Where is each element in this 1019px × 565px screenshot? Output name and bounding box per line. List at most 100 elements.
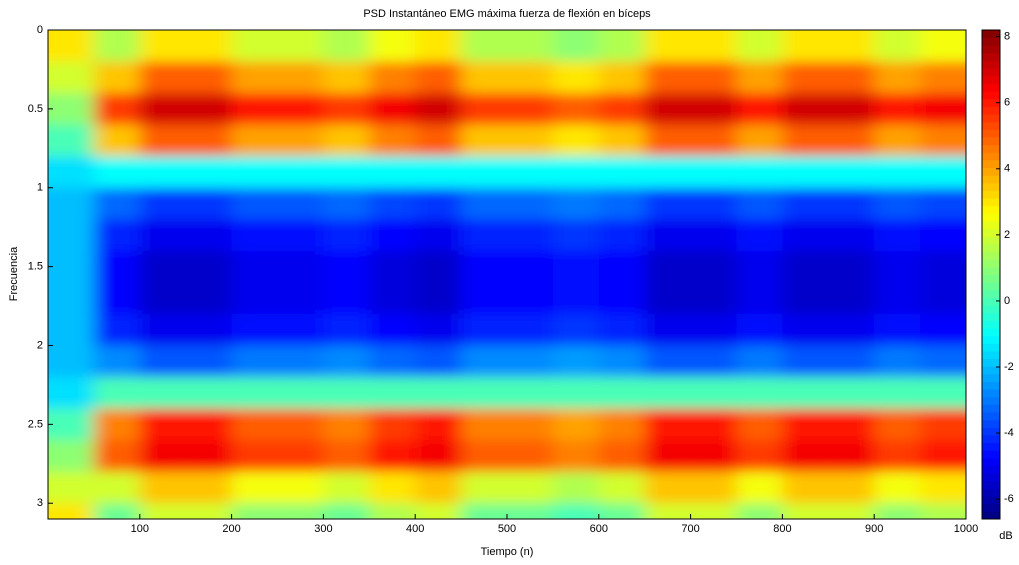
heatmap-cell — [277, 93, 325, 126]
colorbar-swatch — [982, 221, 1000, 230]
heatmap-cell — [736, 187, 784, 221]
heatmap-cell — [644, 124, 692, 158]
heatmap-cell — [369, 156, 417, 189]
y-tick-label: 1.5 — [28, 261, 43, 273]
heatmap-cell — [93, 61, 141, 95]
heatmap-cell — [185, 471, 233, 505]
heatmap-cell — [277, 187, 325, 221]
heatmap-cell — [782, 124, 830, 158]
colorbar-swatch — [982, 159, 1000, 169]
heatmap-cell — [48, 345, 95, 379]
heatmap-cell — [552, 282, 600, 315]
heatmap-cell — [598, 440, 646, 473]
colorbar-swatch — [982, 190, 1000, 199]
colorbar-tick-label: 2 — [1004, 229, 1010, 241]
colorbar-swatch — [982, 274, 1000, 283]
heatmap-cell — [782, 219, 830, 252]
x-tick-label: 300 — [314, 523, 332, 535]
colorbar-swatch — [982, 243, 1000, 253]
heatmap-cell — [874, 503, 922, 519]
heatmap-cell — [828, 313, 876, 347]
heatmap-cell — [461, 156, 508, 189]
heatmap-cell — [461, 187, 508, 221]
heatmap-cell — [690, 30, 738, 63]
x-tick-label: 700 — [681, 523, 699, 535]
heatmap-cell — [507, 124, 554, 158]
heatmap-cell — [690, 408, 738, 442]
heatmap-cell — [782, 93, 830, 126]
heatmap-cell — [277, 282, 325, 315]
heatmap-cell — [185, 93, 233, 126]
heatmap-cell — [415, 156, 463, 189]
heatmap-cell — [48, 61, 95, 95]
heatmap-cell — [507, 30, 554, 63]
heatmap-cell — [690, 61, 738, 95]
heatmap-cell — [920, 61, 966, 95]
heatmap-cell — [920, 219, 966, 252]
heatmap-cell — [93, 250, 141, 284]
heatmap-cell — [507, 219, 554, 252]
heatmap-cell — [461, 250, 508, 284]
heatmap-cell — [598, 187, 646, 221]
heatmap-cell — [185, 313, 233, 347]
heatmap-cell — [231, 93, 279, 126]
heatmap-cell — [139, 250, 187, 284]
heatmap-cell — [415, 503, 463, 519]
colorbar-swatch — [982, 68, 1000, 77]
heatmap-cell — [644, 250, 692, 284]
heatmap-cell — [139, 408, 187, 442]
colorbar-swatch — [982, 121, 1000, 130]
heatmap-cell — [874, 440, 922, 473]
heatmap-cell — [644, 156, 692, 189]
heatmap-cell — [598, 313, 646, 347]
heatmap-cell — [139, 187, 187, 221]
heatmap-cell — [415, 440, 463, 473]
colorbar-swatch — [982, 136, 1000, 146]
heatmap-cell — [598, 93, 646, 126]
heatmap-cell — [690, 156, 738, 189]
heatmap-cell — [736, 219, 784, 252]
heatmap-cell — [507, 187, 554, 221]
colorbar-swatch — [982, 83, 1000, 92]
heatmap-cell — [323, 471, 371, 505]
x-tick-label: 800 — [773, 523, 791, 535]
heatmap-cell — [828, 440, 876, 473]
heatmap-cell — [644, 345, 692, 379]
heatmap-cell — [231, 345, 279, 379]
heatmap-cell — [461, 93, 508, 126]
heatmap-cell — [48, 156, 95, 189]
colorbar-swatch — [982, 198, 1000, 207]
heatmap-cell — [920, 471, 966, 505]
heatmap-cell — [874, 471, 922, 505]
heatmap-cell — [277, 471, 325, 505]
colorbar-tick-label: 8 — [1004, 31, 1010, 43]
heatmap-cell — [507, 250, 554, 284]
heatmap-cell — [231, 282, 279, 315]
heatmap-cell — [93, 219, 141, 252]
heatmap-cell — [139, 345, 187, 379]
heatmap-cell — [828, 187, 876, 221]
heatmap-cell — [277, 219, 325, 252]
colorbar-swatch — [982, 496, 1000, 505]
heatmap-cell — [48, 124, 95, 158]
colorbar-swatch — [982, 350, 1000, 360]
x-axis-label: Tiempo (n) — [481, 546, 534, 558]
heatmap-cell — [552, 219, 600, 252]
heatmap-cell — [598, 377, 646, 410]
heatmap-cell — [461, 282, 508, 315]
colorbar-swatch — [982, 236, 1000, 245]
colorbar — [982, 30, 1000, 520]
colorbar-swatch — [982, 434, 1000, 444]
heatmap-cell — [736, 503, 784, 519]
heatmap-cell — [277, 440, 325, 473]
heatmap-cell — [231, 124, 279, 158]
heatmap-cell — [598, 503, 646, 519]
heatmap-cell — [644, 377, 692, 410]
heatmap-cell — [690, 282, 738, 315]
heatmap-cell — [277, 250, 325, 284]
heatmap-cell — [415, 30, 463, 63]
heatmap-cell — [828, 250, 876, 284]
heatmap-cell — [644, 219, 692, 252]
heatmap-cell — [690, 93, 738, 126]
